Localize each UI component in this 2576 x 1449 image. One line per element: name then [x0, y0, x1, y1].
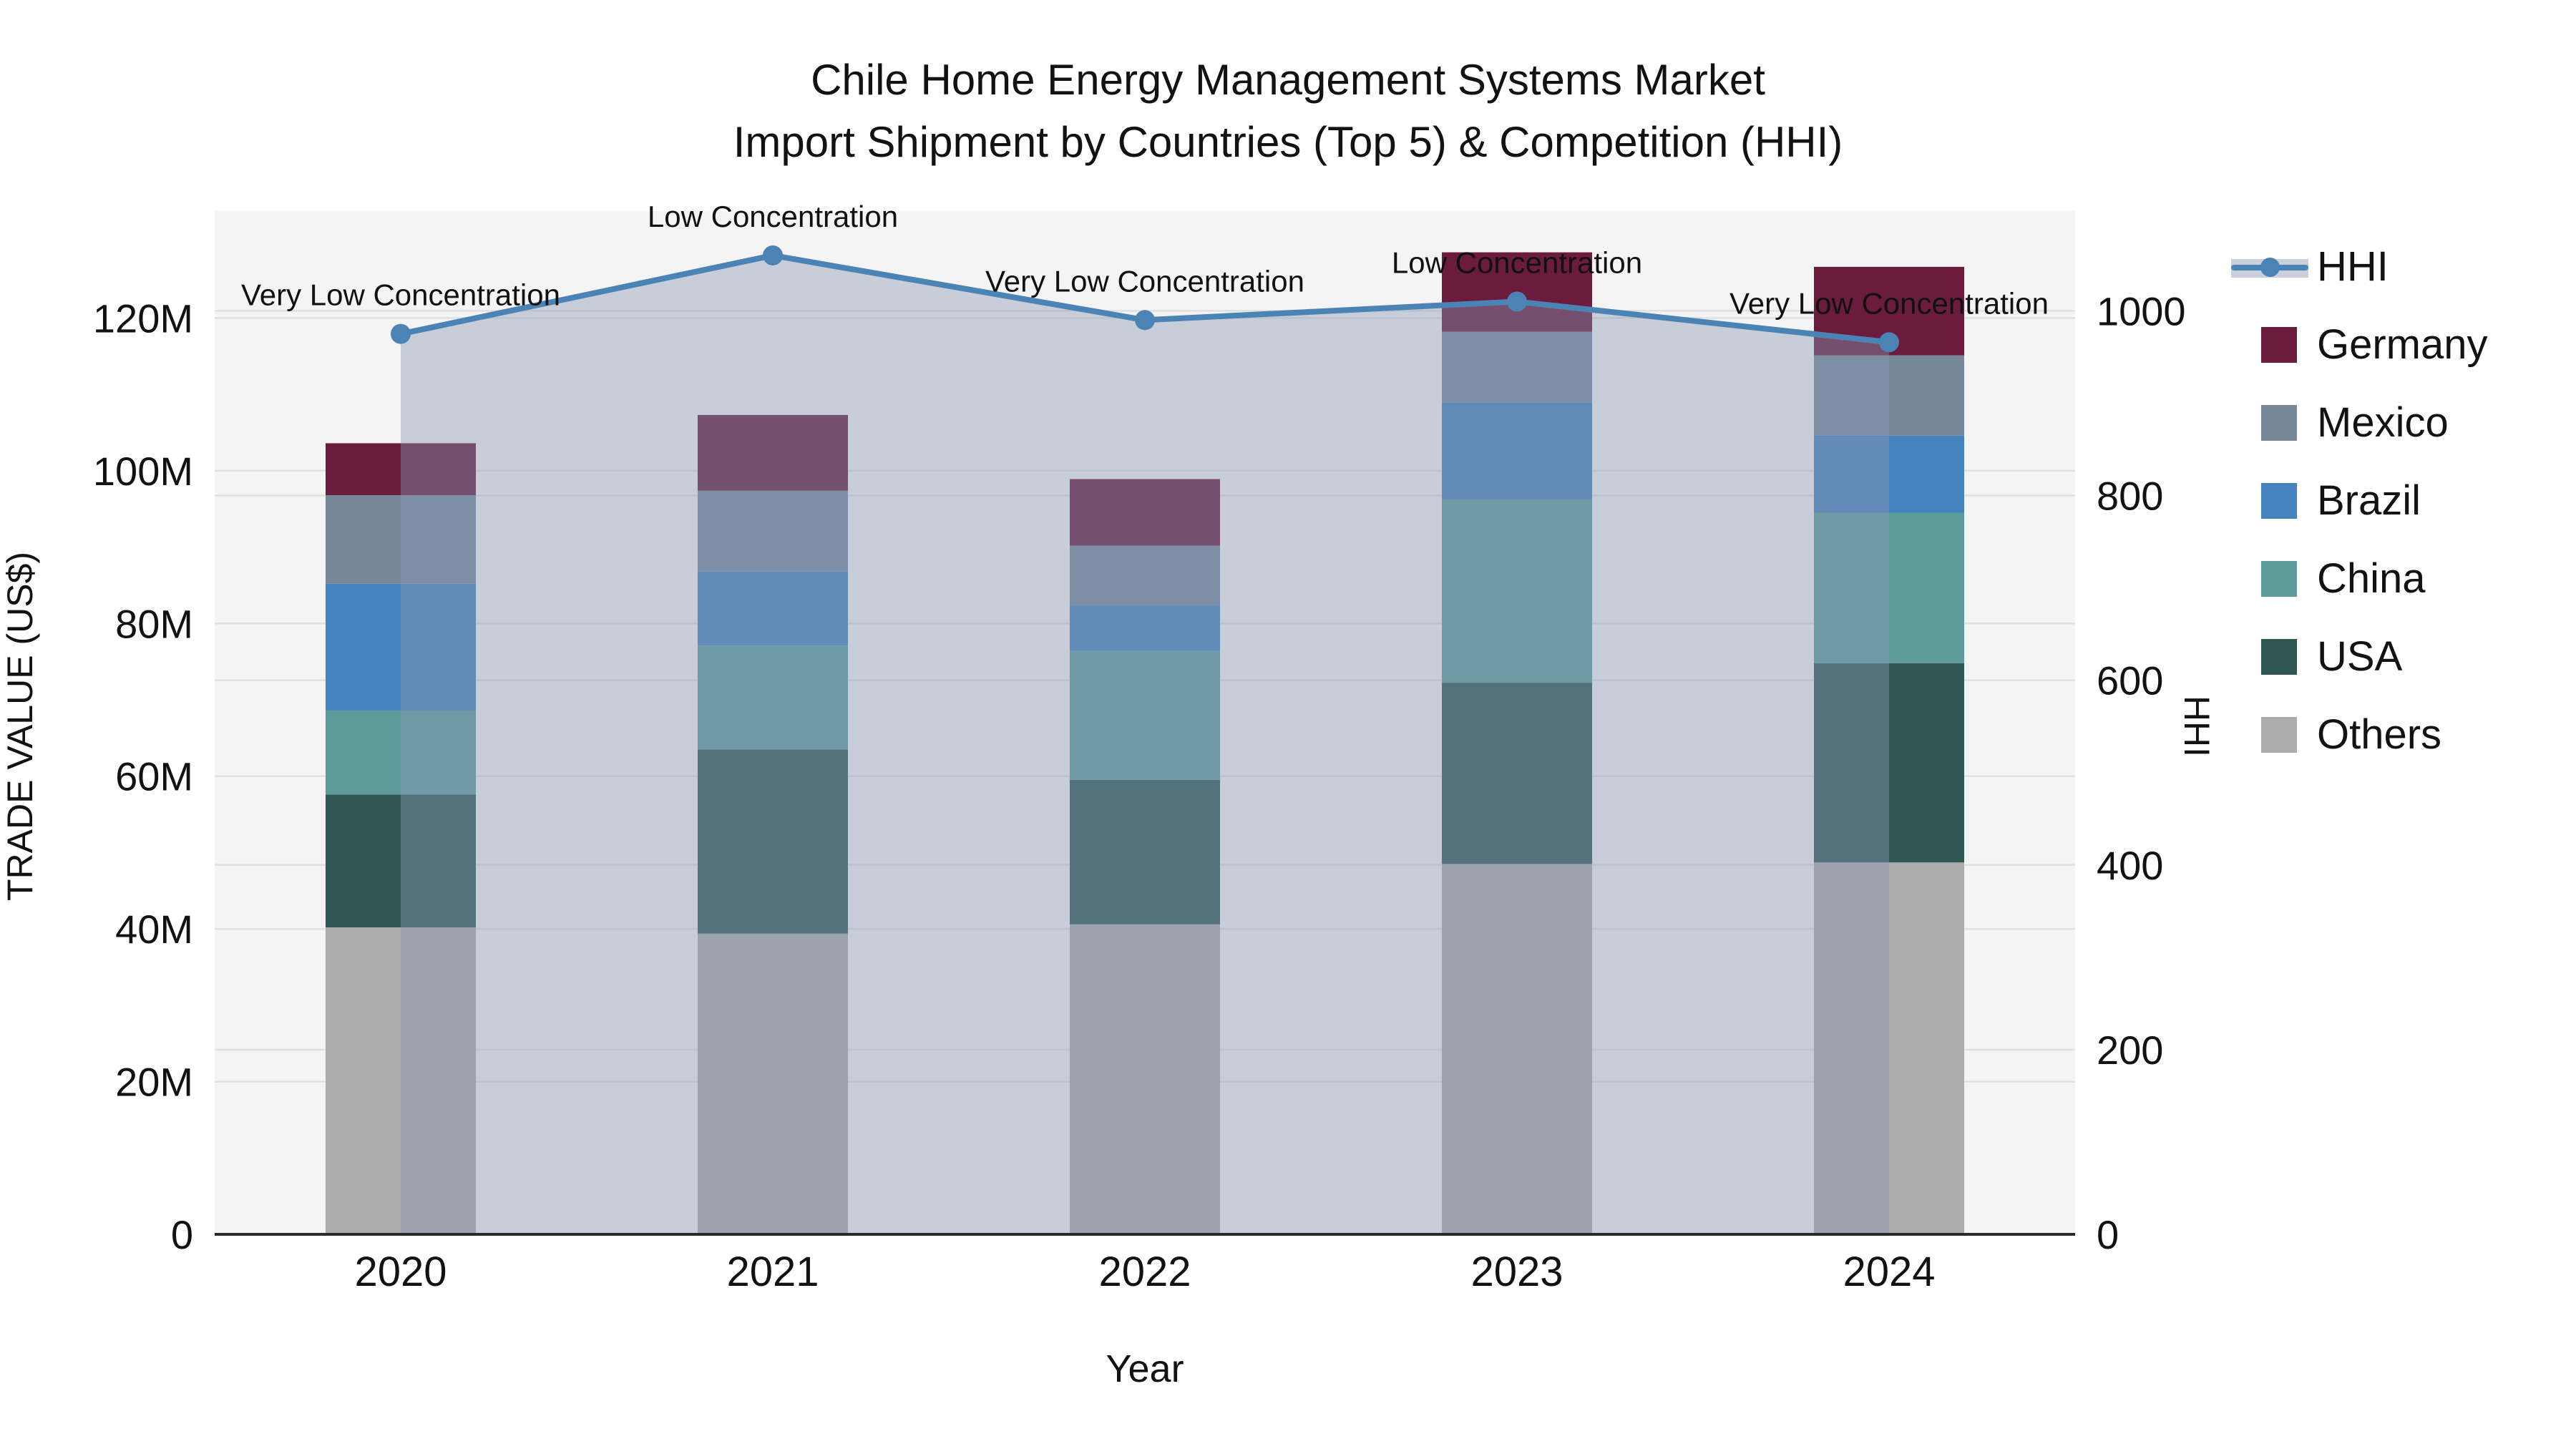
- x-tick-2020: 2020: [354, 1249, 447, 1295]
- bar-segment-china-2020[interactable]: [326, 710, 476, 795]
- y-right-tick-0: 0: [2097, 1212, 2119, 1257]
- legend-item-usa[interactable]: USA: [2261, 618, 2488, 696]
- annotation-2024: Very Low Concentration: [1729, 286, 2049, 320]
- bar-segment-mexico-2024[interactable]: [1814, 355, 1964, 436]
- annotation-2021: Low Concentration: [648, 200, 898, 233]
- bar-segment-others-2022[interactable]: [1070, 924, 1220, 1234]
- y-right-tick-1000: 1000: [2097, 288, 2186, 333]
- bar-segment-mexico-2021[interactable]: [698, 490, 848, 572]
- bar-segment-usa-2022[interactable]: [1070, 780, 1220, 924]
- legend-swatch-others: [2261, 716, 2297, 753]
- legend-item-mexico[interactable]: Mexico: [2261, 384, 2488, 462]
- legend-label: China: [2317, 555, 2426, 602]
- legend-label: Germany: [2317, 321, 2488, 368]
- x-tick-2024: 2024: [1843, 1249, 1935, 1295]
- y-right-tick-400: 400: [2097, 843, 2163, 888]
- hhi-point-2020[interactable]: [391, 323, 411, 344]
- legend-label: Brazil: [2317, 477, 2421, 524]
- y-right-tick-800: 800: [2097, 474, 2163, 519]
- x-tick-2021: 2021: [726, 1249, 819, 1295]
- legend: HHI Germany Mexico Brazil China USA Others: [2231, 228, 2488, 774]
- legend-swatch-china: [2261, 560, 2297, 597]
- hhi-point-2024[interactable]: [1879, 332, 1899, 353]
- bar-segment-others-2020[interactable]: [326, 927, 476, 1234]
- y-left-tick-120M: 120M: [93, 296, 193, 341]
- y-left-tick-60M: 60M: [115, 754, 193, 799]
- annotation-2020: Very Low Concentration: [241, 278, 560, 312]
- legend-item-china[interactable]: China: [2261, 540, 2488, 618]
- y-left-tick-40M: 40M: [115, 907, 193, 952]
- legend-label: Others: [2317, 711, 2442, 758]
- legend-item-brazil[interactable]: Brazil: [2261, 462, 2488, 540]
- bar-segment-usa-2024[interactable]: [1814, 663, 1964, 863]
- legend-label: HHI: [2317, 243, 2389, 290]
- bar-segment-germany-2022[interactable]: [1070, 479, 1220, 546]
- x-tick-2022: 2022: [1098, 1249, 1191, 1295]
- bar-segment-brazil-2022[interactable]: [1070, 605, 1220, 651]
- bar-segment-brazil-2021[interactable]: [698, 571, 848, 646]
- bar-segment-usa-2020[interactable]: [326, 794, 476, 927]
- legend-item-germany[interactable]: Germany: [2261, 306, 2488, 384]
- legend-swatch-usa: [2261, 638, 2297, 675]
- chart-title: Chile Home Energy Management Systems Mar…: [0, 49, 2576, 173]
- bar-segment-germany-2020[interactable]: [326, 443, 476, 495]
- y-left-tick-0: 0: [171, 1212, 193, 1257]
- bar-segment-mexico-2022[interactable]: [1070, 545, 1220, 605]
- bar-segment-others-2024[interactable]: [1814, 862, 1964, 1234]
- bar-segment-china-2021[interactable]: [698, 645, 848, 750]
- bar-segment-brazil-2024[interactable]: [1814, 435, 1964, 513]
- y-axis-title-left: TRADE VALUE (US$): [0, 551, 40, 902]
- bar-segment-others-2021[interactable]: [698, 933, 848, 1234]
- y-axis-title-right: HHI: [2177, 695, 2217, 758]
- hhi-point-2022[interactable]: [1135, 310, 1155, 331]
- y-left-tick-100M: 100M: [93, 449, 193, 494]
- legend-item-hhi[interactable]: HHI: [2231, 228, 2488, 306]
- bar-segment-usa-2023[interactable]: [1442, 683, 1592, 864]
- bar-segment-china-2022[interactable]: [1070, 650, 1220, 781]
- legend-swatch-mexico: [2261, 404, 2297, 441]
- legend-swatch-germany: [2261, 326, 2297, 363]
- bar-segment-mexico-2023[interactable]: [1442, 331, 1592, 403]
- hhi-line-icon: [2231, 249, 2308, 285]
- hhi-line-icon-part: [2260, 257, 2280, 277]
- chart-title-line2: Import Shipment by Countries (Top 5) & C…: [733, 118, 1843, 166]
- y-right-tick-200: 200: [2097, 1028, 2163, 1073]
- bar-segment-china-2023[interactable]: [1442, 499, 1592, 683]
- hhi-area-fill: [401, 255, 1889, 1234]
- annotation-2023: Low Concentration: [1392, 245, 1642, 279]
- y-left-tick-80M: 80M: [115, 601, 193, 646]
- hhi-point-2023[interactable]: [1507, 291, 1527, 312]
- legend-label: Mexico: [2317, 399, 2449, 446]
- bar-segment-germany-2021[interactable]: [698, 414, 848, 491]
- annotation-2022: Very Low Concentration: [985, 264, 1304, 298]
- bar-segment-china-2024[interactable]: [1814, 512, 1964, 663]
- bar-segment-mexico-2020[interactable]: [326, 494, 476, 584]
- legend-item-others[interactable]: Others: [2261, 696, 2488, 774]
- x-tick-2023: 2023: [1470, 1249, 1563, 1295]
- legend-label: USA: [2317, 633, 2403, 680]
- x-axis-title: Year: [1106, 1347, 1184, 1390]
- bar-segment-brazil-2020[interactable]: [326, 583, 476, 711]
- y-left-tick-20M: 20M: [115, 1060, 193, 1105]
- y-right-tick-600: 600: [2097, 658, 2163, 703]
- chart-title-line1: Chile Home Energy Management Systems Mar…: [811, 56, 1765, 104]
- bar-segment-brazil-2023[interactable]: [1442, 402, 1592, 500]
- legend-swatch-brazil: [2261, 482, 2297, 519]
- bar-segment-others-2023[interactable]: [1442, 864, 1592, 1234]
- hhi-point-2021[interactable]: [763, 245, 783, 265]
- bar-segment-usa-2021[interactable]: [698, 749, 848, 934]
